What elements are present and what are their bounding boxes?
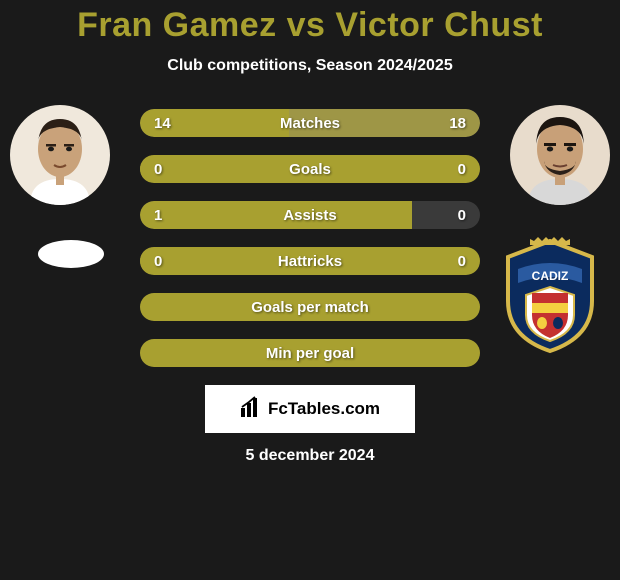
svg-text:CADIZ: CADIZ bbox=[532, 269, 569, 283]
player2-name: Victor Chust bbox=[335, 6, 543, 44]
stat-row-min-per-goal: Min per goal bbox=[140, 339, 480, 367]
content-area: CADIZ 1418Matches 00Goals 10Assists 00Hattr… bbox=[0, 105, 620, 367]
vs-text: vs bbox=[287, 6, 326, 44]
stat-row-assists: 10Assists bbox=[140, 201, 480, 229]
player2-club-badge: CADIZ bbox=[490, 235, 610, 355]
stat-label: Goals per match bbox=[140, 299, 480, 316]
comparison-title: Fran Gamez vs Victor Chust bbox=[0, 0, 620, 45]
player1-name: Fran Gamez bbox=[77, 6, 277, 44]
fctables-logo-icon bbox=[240, 396, 262, 423]
stat-label: Goals bbox=[140, 161, 480, 178]
stat-label: Hattricks bbox=[140, 253, 480, 270]
stats-bars: 1418Matches 00Goals 10Assists 00Hattricks Go… bbox=[140, 105, 480, 367]
stat-row-goals: 00Goals bbox=[140, 155, 480, 183]
watermark-badge: FcTables.com bbox=[205, 385, 415, 433]
stat-row-hattricks: 00Hattricks bbox=[140, 247, 480, 275]
player1-avatar bbox=[10, 105, 110, 205]
subtitle-text: Club competitions, Season 2024/2025 bbox=[0, 57, 620, 75]
stat-row-goals-per-match: Goals per match bbox=[140, 293, 480, 321]
player1-club-badge bbox=[38, 240, 104, 268]
stat-label: Min per goal bbox=[140, 345, 480, 362]
watermark-text: FcTables.com bbox=[268, 399, 380, 419]
date-text: 5 december 2024 bbox=[0, 447, 620, 465]
stat-row-matches: 1418Matches bbox=[140, 109, 480, 137]
stat-label: Assists bbox=[140, 207, 480, 224]
stat-label: Matches bbox=[140, 115, 480, 132]
player2-avatar bbox=[510, 105, 610, 205]
